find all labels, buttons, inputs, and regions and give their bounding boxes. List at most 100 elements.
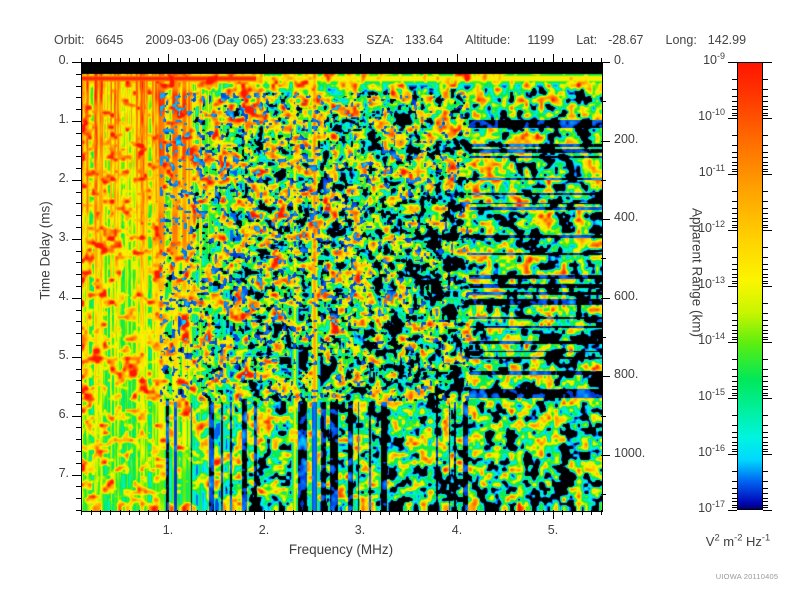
credit-watermark: UIOWA 20110405	[715, 572, 779, 581]
colorbar-tick-minor-right	[763, 498, 768, 499]
x-tick-minor-top	[81, 58, 82, 63]
y-tick-minor-right	[601, 416, 606, 417]
colorbar-tick-minor-left	[732, 507, 737, 508]
colorbar-tick-minor-right	[763, 337, 768, 338]
colorbar-tick-minor-left	[732, 303, 737, 304]
colorbar-tick-minor-right	[763, 320, 768, 321]
colorbar-tick-major-left	[728, 118, 737, 119]
y-tick-minor-left	[76, 439, 81, 440]
y-tick-label-left: 3.	[58, 230, 69, 244]
y-tick-label-left: 1.	[58, 112, 69, 126]
y-tick-major-left	[72, 62, 81, 63]
colorbar-tick-label: 10-15	[698, 386, 725, 403]
x-tick-minor-top	[187, 58, 188, 63]
x-tick-minor-top	[399, 58, 400, 63]
colorbar-tick-minor-left	[732, 274, 737, 275]
colorbar-tick-major-left	[728, 342, 737, 343]
colorbar-tick-minor-right	[763, 395, 768, 396]
header-info-bar: Orbit: 6645 2009-03-06 (Day 065) 23:33:2…	[0, 30, 800, 50]
latitude-value: -28.67	[608, 33, 644, 47]
colorbar-tick-minor-right	[763, 89, 768, 90]
colorbar-unit-m: m	[719, 534, 735, 549]
colorbar-tick-minor-left	[732, 437, 737, 438]
x-tick-minor	[331, 510, 332, 515]
x-tick-minor-top	[331, 58, 332, 63]
x-tick-minor	[187, 510, 188, 515]
x-tick-minor-top	[418, 58, 419, 63]
colorbar-tick-minor-right	[763, 449, 768, 450]
colorbar-tick-minor-left	[732, 369, 737, 370]
x-tick-minor	[505, 510, 506, 515]
x-tick-minor-top	[302, 58, 303, 63]
colorbar-tick-minor-right	[763, 152, 768, 153]
colorbar-tick-label: 10-17	[698, 498, 725, 515]
colorbar-unit-exp-hz: -1	[761, 532, 771, 543]
colorbar-tick-minor-left	[732, 227, 737, 228]
colorbar-tick-minor-right	[763, 425, 768, 426]
colorbar-tick-minor-right	[763, 269, 768, 270]
x-tick-minor	[110, 510, 111, 515]
colorbar-tick-minor-left	[732, 333, 737, 334]
y-tick-minor-left	[76, 486, 81, 487]
colorbar-tick-minor-right	[763, 101, 768, 102]
colorbar-tick-minor-left	[732, 218, 737, 219]
y-tick-major-right	[601, 298, 610, 299]
altitude-label: Altitude:	[465, 33, 511, 47]
x-tick-minor-top	[158, 58, 159, 63]
x-tick-minor-top	[341, 58, 342, 63]
y-tick-major-right	[601, 455, 610, 456]
x-tick-minor	[197, 510, 198, 515]
colorbar-tick-minor-right	[763, 386, 768, 387]
colorbar-tick-minor-right	[763, 169, 768, 170]
colorbar-tick-major-left	[728, 286, 737, 287]
colorbar-tick-minor-right	[763, 303, 768, 304]
y-tick-minor-left	[76, 97, 81, 98]
colorbar-tick-major-left	[728, 230, 737, 231]
x-tick-minor	[514, 510, 515, 515]
y-tick-label-left: 6.	[58, 407, 69, 421]
colorbar-tick-minor-right	[763, 488, 768, 489]
colorbar-tick-minor-left	[732, 113, 737, 114]
colorbar-tick-minor-right	[763, 225, 768, 226]
x-tick-minor-top	[534, 58, 535, 63]
x-tick-minor-top	[129, 58, 130, 63]
colorbar-tick-major-right	[763, 286, 772, 287]
x-tick-label: 1.	[162, 523, 174, 537]
colorbar-tick-minor-left	[732, 501, 737, 502]
colorbar-tick-minor-left	[732, 381, 737, 382]
y-tick-minor-left	[76, 133, 81, 134]
colorbar-tick-label: 10-10	[698, 106, 725, 123]
colorbar-tick-minor-left	[732, 169, 737, 170]
colorbar-tick-minor-right	[763, 213, 768, 214]
x-tick-label: 5.	[547, 523, 559, 537]
colorbar-tick-major-right	[763, 510, 772, 511]
x-tick-label: 4.	[451, 523, 463, 537]
y-tick-minor-left	[76, 215, 81, 216]
x-tick-minor-top	[447, 58, 448, 63]
x-tick-minor	[120, 510, 121, 515]
colorbar-tick-minor-left	[732, 208, 737, 209]
colorbar-tick-minor-right	[763, 442, 768, 443]
x-tick-minor-top	[505, 58, 506, 63]
colorbar-tick-minor-left	[732, 386, 737, 387]
y-tick-minor-left	[76, 498, 81, 499]
colorbar-tick-minor-right	[763, 325, 768, 326]
y-tick-label-right: 400.	[614, 210, 639, 224]
colorbar-tick-label: 10-12	[698, 218, 725, 235]
observation-datetime: 2009-03-06 (Day 065) 23:33:23.633	[145, 33, 345, 47]
x-tick-minor-top	[466, 58, 467, 63]
x-tick-major	[457, 510, 458, 519]
x-tick-minor	[158, 510, 159, 515]
x-tick-major	[168, 510, 169, 519]
x-tick-minor	[380, 510, 381, 515]
colorbar-tick-minor-right	[763, 283, 768, 284]
x-tick-minor	[543, 510, 544, 515]
x-tick-minor	[591, 510, 592, 515]
x-tick-minor-top	[100, 58, 101, 63]
x-tick-minor-top	[235, 58, 236, 63]
colorbar-tick-minor-right	[763, 313, 768, 314]
colorbar-tick-minor-right	[763, 191, 768, 192]
colorbar-tick-minor-right	[763, 415, 768, 416]
y-tick-major-right	[601, 376, 610, 377]
y-tick-minor-left	[76, 274, 81, 275]
